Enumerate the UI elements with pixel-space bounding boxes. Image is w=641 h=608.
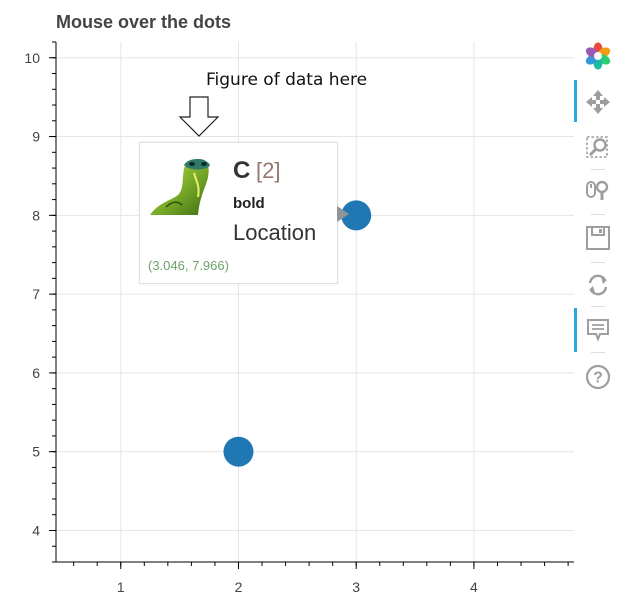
toolbar-separator <box>591 306 605 307</box>
toolbar-separator <box>591 262 605 263</box>
toolbar-separator <box>591 352 605 353</box>
save-icon[interactable] <box>584 224 612 252</box>
snake-image <box>150 159 210 215</box>
pan-icon[interactable] <box>584 88 612 116</box>
tooltip-location-text: Location <box>233 220 317 245</box>
hover-active-indicator <box>574 308 577 352</box>
y-tick-label: 8 <box>32 207 40 223</box>
y-tick-label: 5 <box>32 444 40 460</box>
chart-title: Mouse over the dots <box>56 12 232 32</box>
hover-icon[interactable] <box>584 316 612 344</box>
hover-tooltip: C [2] bold Location (3.046, 7.966) <box>139 142 338 284</box>
y-tick-label: 6 <box>32 365 40 381</box>
toolbar-separator <box>591 169 605 170</box>
tooltip-index: [2] <box>256 158 281 183</box>
y-tick-label: 4 <box>32 522 40 538</box>
grid <box>56 42 574 562</box>
svg-text:?: ? <box>593 370 603 387</box>
tooltip-coords: (3.046, 7.966) <box>148 258 229 273</box>
reset-icon[interactable] <box>584 271 612 299</box>
down-arrow-icon <box>178 96 220 137</box>
tooltip-pointer <box>337 206 349 222</box>
toolbar-separator <box>591 214 605 215</box>
x-tick-label: 4 <box>470 579 478 595</box>
annotation-text: Figure of data here <box>206 70 368 90</box>
y-tick-label: 7 <box>32 286 40 302</box>
axes: 1 2 3 4 4 5 6 7 8 9 10 <box>24 41 574 595</box>
y-tick-label: 9 <box>32 129 40 145</box>
y-tick-label: 10 <box>24 50 40 66</box>
x-tick-label: 3 <box>352 579 360 595</box>
help-icon[interactable]: ? <box>584 363 612 391</box>
toolbar: ? <box>574 38 624 398</box>
bokeh-logo-icon[interactable] <box>584 42 612 70</box>
x-tick-label: 2 <box>235 579 243 595</box>
box-zoom-icon[interactable] <box>584 134 612 162</box>
x-tick-label: 1 <box>117 579 125 595</box>
wheel-zoom-icon[interactable] <box>584 176 612 204</box>
tooltip-bold-text: bold <box>233 195 265 212</box>
data-point[interactable] <box>223 436 254 467</box>
tooltip-letter: C <box>233 157 251 184</box>
pan-active-indicator <box>574 80 577 122</box>
